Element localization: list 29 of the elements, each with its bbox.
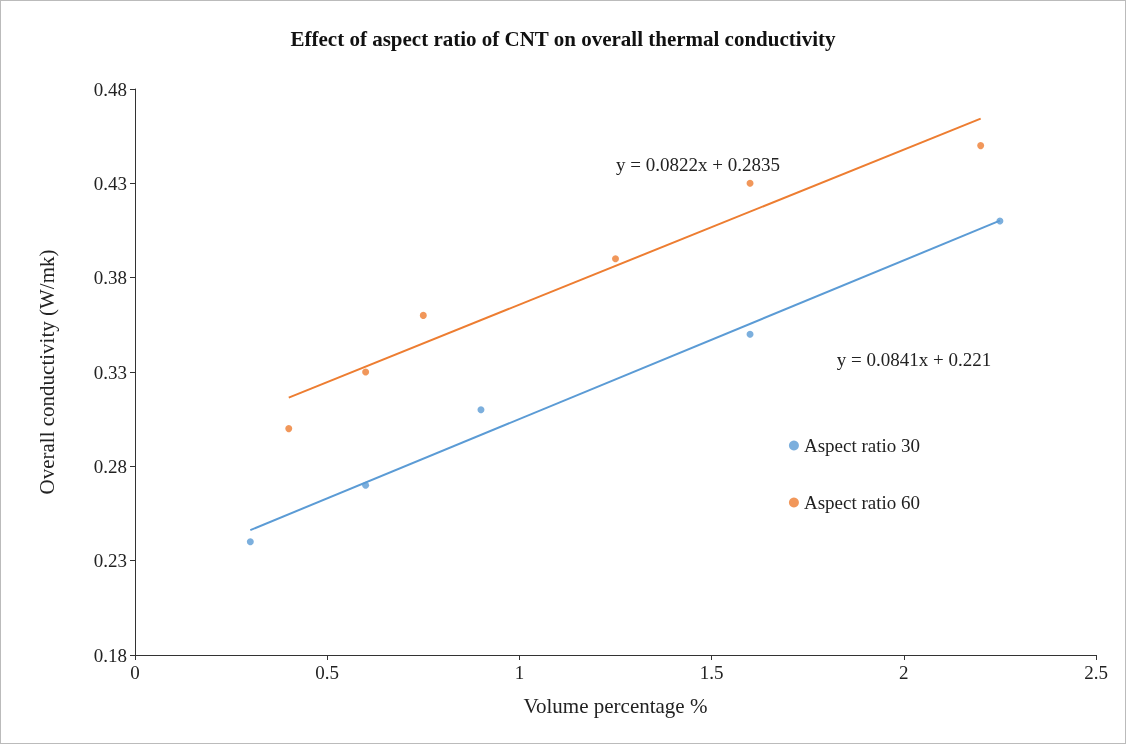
x-tick-label: 0 [130,662,140,683]
legend-label: Aspect ratio 60 [803,492,920,513]
point [746,179,754,187]
y-tick-label: 0.38 [93,267,127,289]
point [419,311,427,319]
x-tick-label: 1 [514,662,525,683]
y-tick-label: 0.48 [93,78,127,100]
point [612,255,619,263]
x-tick-label: 2.5 [1084,662,1108,683]
x-tick-label: 0.5 [315,662,340,683]
y-tick-label: 0.23 [93,550,127,572]
annotation: y = 0.0841x + 0.221 [836,348,992,370]
y-tick-label: 0.18 [93,644,127,666]
x-tick-label: 2 [899,662,909,683]
x-tick-label: 1.5 [699,662,724,683]
point [362,368,370,376]
point [977,142,985,150]
y-tick-label: 0.43 [93,172,127,194]
point [746,330,754,338]
chart-title: Effect of aspect ratio of CNT on overall thermal conductivity [290,26,836,51]
x-axis-title: Volume percentage % [523,693,708,718]
point [246,538,254,546]
y-tick-label: 0.28 [93,455,127,477]
point [477,406,485,414]
y-axis-title: Overall conductivity (W/mk) [34,249,59,495]
annotation: y = 0.0822x + 0.2835 [616,153,780,175]
point [285,425,293,433]
legend-label: Aspect ratio 30 [803,435,920,456]
y-tick-label: 0.33 [93,361,127,383]
